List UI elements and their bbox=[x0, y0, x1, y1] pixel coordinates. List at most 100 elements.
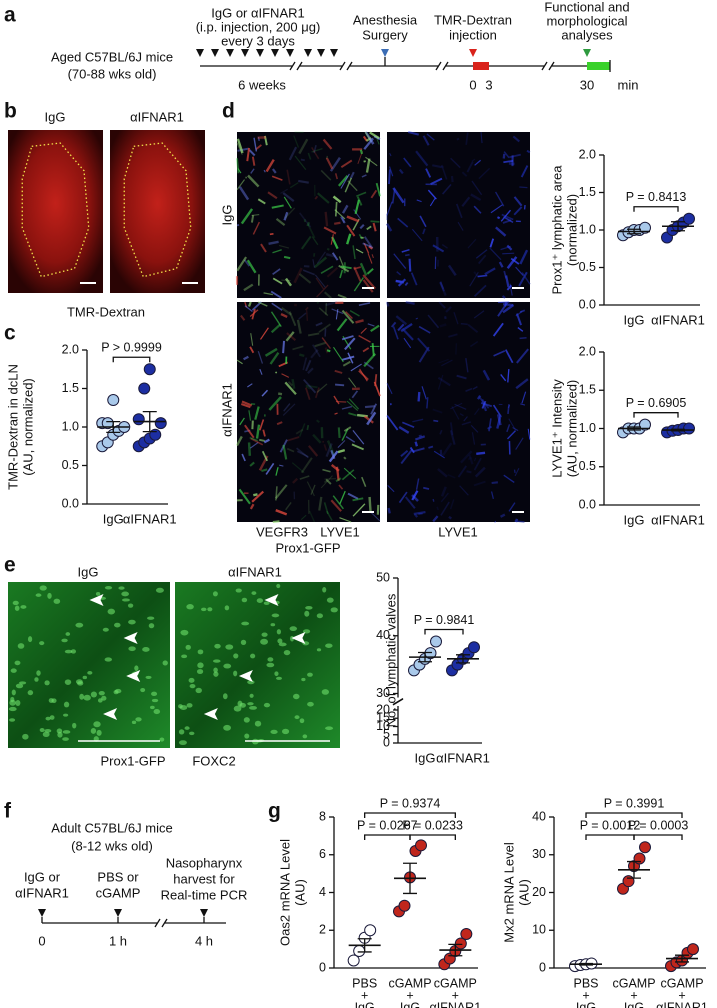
fiber bbox=[316, 251, 326, 264]
y-tick-label: 5 bbox=[383, 727, 390, 741]
y-axis-label: LYVE1⁺ Intensity bbox=[549, 379, 564, 478]
fiber bbox=[239, 417, 245, 426]
fiber bbox=[272, 277, 283, 285]
fiber bbox=[513, 196, 523, 207]
fiber bbox=[456, 137, 460, 141]
fiber bbox=[248, 301, 252, 307]
fiber bbox=[507, 404, 511, 409]
nucleus bbox=[39, 727, 45, 733]
fiber bbox=[415, 478, 420, 490]
injection-marker bbox=[196, 49, 204, 57]
fiber bbox=[282, 444, 288, 460]
nucleus bbox=[244, 733, 250, 739]
fiber bbox=[306, 481, 315, 497]
injection-marker bbox=[317, 49, 325, 57]
fiber bbox=[236, 256, 247, 272]
fiber bbox=[332, 195, 342, 204]
fiber bbox=[341, 217, 346, 224]
fiber bbox=[491, 481, 498, 485]
fiber bbox=[254, 406, 260, 420]
nucleus bbox=[49, 715, 55, 720]
fiber bbox=[419, 215, 427, 228]
fiber bbox=[500, 513, 506, 518]
y-axis-label: (normalized) bbox=[564, 194, 579, 266]
fiber bbox=[293, 135, 300, 148]
fiber bbox=[521, 391, 527, 404]
nucleus bbox=[325, 643, 333, 648]
fiber bbox=[258, 137, 260, 141]
fiber bbox=[370, 220, 380, 223]
timeline-text: 3 bbox=[485, 77, 492, 92]
nucleus bbox=[121, 591, 129, 597]
fiber bbox=[307, 367, 314, 374]
fiber bbox=[365, 158, 371, 173]
fiber bbox=[283, 403, 291, 412]
fiber bbox=[340, 173, 350, 189]
fiber bbox=[411, 490, 419, 501]
micrograph bbox=[8, 582, 170, 748]
nucleus bbox=[93, 721, 101, 728]
error-bar bbox=[403, 862, 417, 895]
error-bar bbox=[142, 410, 157, 433]
fiber bbox=[433, 419, 439, 423]
fiber bbox=[294, 155, 307, 170]
fiber bbox=[341, 309, 355, 324]
fiber bbox=[337, 440, 346, 449]
fiber bbox=[299, 353, 305, 358]
timeline-text: 30 bbox=[580, 77, 594, 92]
fiber bbox=[376, 138, 380, 145]
fiber bbox=[308, 510, 316, 523]
fiber bbox=[455, 203, 463, 219]
fiber bbox=[467, 238, 477, 249]
fiber bbox=[275, 486, 278, 501]
data-point bbox=[353, 945, 366, 958]
fiber bbox=[356, 191, 367, 197]
fiber bbox=[263, 438, 270, 444]
panel-label: a bbox=[4, 4, 16, 27]
fiber bbox=[503, 151, 510, 159]
fiber bbox=[415, 150, 429, 167]
y-tick-label: 6 bbox=[319, 847, 326, 861]
fiber bbox=[279, 464, 284, 467]
fiber bbox=[469, 271, 479, 287]
x-tick-label: αIFNAR1 bbox=[651, 312, 705, 327]
data-point bbox=[138, 382, 151, 395]
nucleus bbox=[224, 605, 230, 611]
nucleus bbox=[267, 657, 274, 662]
y-tick-label: 0.5 bbox=[579, 260, 596, 274]
fiber bbox=[338, 484, 344, 490]
x-tick-label: PBS bbox=[352, 976, 377, 990]
fiber bbox=[334, 369, 343, 374]
fiber bbox=[249, 441, 259, 449]
fiber bbox=[367, 323, 375, 327]
fiber bbox=[349, 309, 360, 317]
fiber bbox=[275, 484, 288, 499]
y-axis-label: (AU) bbox=[292, 879, 307, 906]
y-tick-label: 4 bbox=[319, 885, 326, 899]
fiber bbox=[318, 323, 331, 333]
x-tick-label: IgG bbox=[576, 1000, 596, 1008]
fiber bbox=[320, 169, 332, 181]
fiber bbox=[375, 182, 381, 197]
data-point bbox=[460, 928, 473, 941]
nucleus bbox=[276, 629, 282, 635]
nucleus bbox=[134, 665, 139, 671]
fiber bbox=[352, 245, 356, 260]
fiber bbox=[343, 467, 357, 480]
fiber bbox=[362, 279, 374, 293]
fiber bbox=[347, 492, 359, 500]
fiber bbox=[473, 457, 477, 462]
timeline-text: Real-time PCR bbox=[161, 887, 248, 902]
nucleus bbox=[261, 632, 268, 637]
fiber bbox=[280, 188, 288, 194]
fiber bbox=[314, 195, 319, 200]
fiber bbox=[449, 430, 456, 445]
panel-label: b bbox=[4, 100, 17, 123]
data-point bbox=[687, 943, 699, 956]
fiber bbox=[515, 313, 523, 326]
axis-break bbox=[392, 697, 404, 706]
data-point bbox=[149, 428, 162, 441]
p-value: P = 0.9374 bbox=[380, 796, 441, 810]
surgery-marker bbox=[381, 49, 389, 57]
fiber bbox=[316, 301, 320, 304]
